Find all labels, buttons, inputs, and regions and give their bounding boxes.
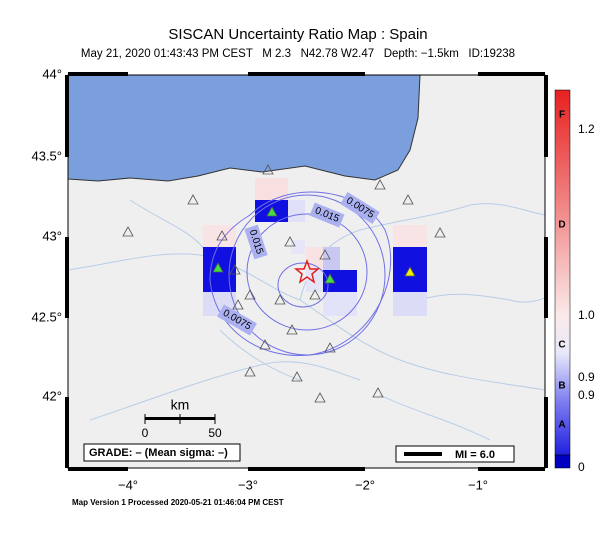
grade-letter: D <box>558 220 565 231</box>
lat-label: 44° <box>42 66 62 81</box>
lon-label: −2° <box>355 477 375 492</box>
grade-letter: F <box>559 110 565 121</box>
station <box>374 179 386 190</box>
mi-bar <box>404 452 442 456</box>
station <box>324 342 336 353</box>
colorbar-labels: F D C B A 1.2 1.0 0.9 0.9 0 <box>558 110 595 475</box>
station <box>434 227 446 238</box>
station <box>262 164 274 175</box>
station <box>232 299 244 310</box>
station <box>229 264 241 275</box>
frame-bar <box>544 75 548 157</box>
station <box>212 262 224 273</box>
station <box>314 392 326 403</box>
frame-bar <box>544 237 548 318</box>
frame-bar <box>68 467 128 471</box>
station <box>319 249 331 260</box>
station <box>291 371 303 382</box>
colorbar-label: 0.9 <box>578 388 595 402</box>
lat-label: 42° <box>42 388 62 403</box>
scale-unit: km <box>171 397 190 413</box>
scale-tick: 0 <box>142 426 149 440</box>
station <box>284 236 296 247</box>
grade-letter: A <box>558 420 565 431</box>
station <box>187 194 199 205</box>
lon-label: −3° <box>238 477 258 492</box>
sea <box>68 75 421 182</box>
scale-tick: 50 <box>208 426 222 440</box>
station <box>372 387 384 398</box>
map-area: 0.0075 0.015 0.015 0.0075 km 0 50 GRADE:… <box>68 75 545 468</box>
title: SISCAN Uncertainty Ratio Map : Spain <box>168 26 427 43</box>
lat-label: 43.5° <box>31 148 62 163</box>
stations <box>122 164 446 403</box>
grade: GRADE: – (Mean sigma: –) <box>89 447 228 459</box>
colorbar <box>554 89 571 456</box>
station <box>274 294 286 305</box>
colorbar-label: 1.2 <box>578 122 595 136</box>
station <box>404 266 416 277</box>
grade-letter: C <box>558 340 565 351</box>
station <box>309 289 321 300</box>
frame-bar <box>248 72 365 76</box>
frame-bar <box>248 467 365 471</box>
frame-bar <box>544 397 548 468</box>
station <box>244 366 256 377</box>
station <box>286 324 298 335</box>
station <box>324 273 336 284</box>
lon-label: −4° <box>118 477 138 492</box>
colorbar-floor <box>554 454 571 469</box>
frame-bars <box>65 72 548 471</box>
frame-bar <box>65 237 69 318</box>
colorbar-label: 0.9 <box>578 370 595 384</box>
station <box>216 230 228 241</box>
station <box>402 194 414 205</box>
frame-bar <box>65 75 69 157</box>
scale-bar: km 0 50 <box>142 397 222 440</box>
mi: MI = 6.0 <box>455 449 495 461</box>
lat-label: 42.5° <box>31 309 62 324</box>
grade-box <box>83 443 241 462</box>
station <box>259 339 271 350</box>
epicenter <box>293 258 321 284</box>
contours <box>209 191 392 357</box>
footer: Map Version 1 Processed 2020-05-21 01:46… <box>72 498 284 507</box>
lon-label: −1° <box>468 477 488 492</box>
frame-bar <box>478 467 545 471</box>
frame-bar <box>65 397 69 468</box>
station <box>122 226 134 237</box>
lat-label: 43° <box>42 228 62 243</box>
mi-box <box>395 445 515 463</box>
grade-letter: B <box>558 381 565 392</box>
subtitle: May 21, 2020 01:43:43 PM CEST M 2.3 N42.… <box>81 48 515 60</box>
colorbar-label: 1.0 <box>578 308 595 322</box>
grid-cells <box>203 178 427 316</box>
station <box>244 289 256 300</box>
axis-labels: 44° 43.5° 43° 42.5° 42° −4° −3° −2° −1° <box>31 66 488 492</box>
station <box>266 206 278 217</box>
colorbar-label: 0 <box>578 460 585 474</box>
frame-bar <box>68 72 128 76</box>
frame-bar <box>478 72 545 76</box>
